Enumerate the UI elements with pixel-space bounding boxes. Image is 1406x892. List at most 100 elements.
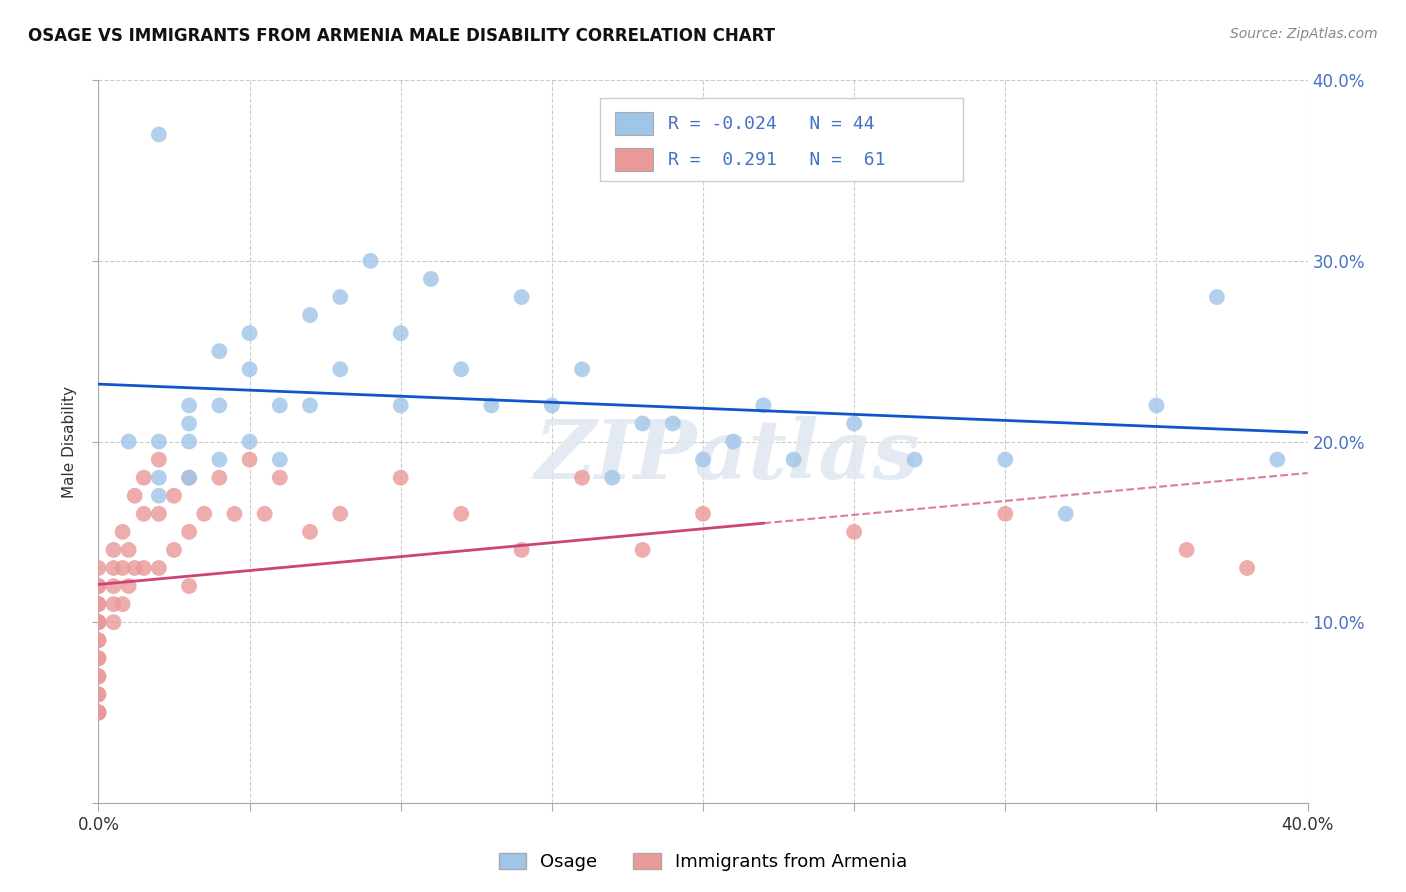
Point	[208, 452, 231, 467]
Point	[87, 633, 110, 648]
Point	[124, 561, 146, 575]
Point	[602, 471, 624, 485]
Point	[661, 417, 683, 431]
Point	[148, 507, 170, 521]
Point	[148, 561, 170, 575]
Point	[103, 597, 125, 611]
Point	[87, 669, 110, 683]
Point	[239, 434, 262, 449]
Point	[87, 687, 110, 701]
Point	[132, 561, 155, 575]
Point	[389, 471, 412, 485]
Point	[148, 452, 170, 467]
Point	[87, 651, 110, 665]
Text: OSAGE VS IMMIGRANTS FROM ARMENIA MALE DISABILITY CORRELATION CHART: OSAGE VS IMMIGRANTS FROM ARMENIA MALE DI…	[28, 27, 775, 45]
Point	[87, 706, 110, 720]
Point	[132, 471, 155, 485]
Point	[1236, 561, 1258, 575]
Point	[87, 615, 110, 630]
Point	[103, 615, 125, 630]
Point	[208, 398, 231, 412]
Point	[329, 507, 352, 521]
Legend: Osage, Immigrants from Armenia: Osage, Immigrants from Armenia	[492, 846, 914, 879]
Point	[631, 417, 654, 431]
Text: Source: ZipAtlas.com: Source: ZipAtlas.com	[1230, 27, 1378, 41]
Point	[1206, 290, 1229, 304]
Point	[87, 579, 110, 593]
Point	[723, 434, 745, 449]
FancyBboxPatch shape	[614, 112, 654, 136]
Point	[87, 687, 110, 701]
Point	[179, 417, 201, 431]
Point	[783, 452, 806, 467]
Point	[87, 561, 110, 575]
Point	[179, 579, 201, 593]
Point	[752, 398, 775, 412]
Point	[994, 507, 1017, 521]
Point	[1175, 542, 1198, 557]
Point	[103, 579, 125, 593]
Point	[103, 542, 125, 557]
Point	[179, 398, 201, 412]
Point	[148, 471, 170, 485]
Point	[87, 706, 110, 720]
Point	[239, 326, 262, 340]
Point	[510, 290, 533, 304]
Y-axis label: Male Disability: Male Disability	[62, 385, 77, 498]
Point	[118, 434, 141, 449]
Point	[87, 706, 110, 720]
Point	[389, 398, 412, 412]
Point	[1144, 398, 1167, 412]
Point	[87, 706, 110, 720]
Point	[360, 254, 382, 268]
Point	[163, 489, 186, 503]
Point	[269, 452, 291, 467]
Point	[692, 507, 714, 521]
Point	[148, 128, 170, 142]
Point	[631, 542, 654, 557]
Point	[87, 615, 110, 630]
Point	[148, 489, 170, 503]
Point	[299, 524, 322, 539]
Point	[111, 561, 134, 575]
Point	[269, 398, 291, 412]
Point	[111, 524, 134, 539]
Point	[208, 344, 231, 359]
Point	[389, 326, 412, 340]
Point	[571, 471, 593, 485]
Point	[571, 362, 593, 376]
Point	[87, 579, 110, 593]
Point	[329, 362, 352, 376]
Point	[420, 272, 443, 286]
Point	[118, 542, 141, 557]
Point	[269, 471, 291, 485]
Point	[179, 471, 201, 485]
Point	[87, 615, 110, 630]
Point	[87, 651, 110, 665]
Point	[208, 471, 231, 485]
Point	[510, 542, 533, 557]
Point	[692, 452, 714, 467]
Point	[1267, 452, 1289, 467]
Point	[329, 290, 352, 304]
Point	[124, 489, 146, 503]
Point	[132, 507, 155, 521]
Point	[118, 579, 141, 593]
Point	[163, 542, 186, 557]
Point	[193, 507, 215, 521]
Point	[87, 669, 110, 683]
Point	[1054, 507, 1077, 521]
Point	[450, 507, 472, 521]
Point	[148, 434, 170, 449]
Text: R =  0.291   N =  61: R = 0.291 N = 61	[668, 151, 886, 169]
Point	[224, 507, 246, 521]
Point	[179, 471, 201, 485]
Point	[299, 308, 322, 322]
Point	[179, 434, 201, 449]
Text: ZIPatlas: ZIPatlas	[534, 416, 920, 496]
Point	[450, 362, 472, 376]
Point	[299, 398, 322, 412]
Point	[87, 633, 110, 648]
Point	[87, 597, 110, 611]
Point	[904, 452, 927, 467]
